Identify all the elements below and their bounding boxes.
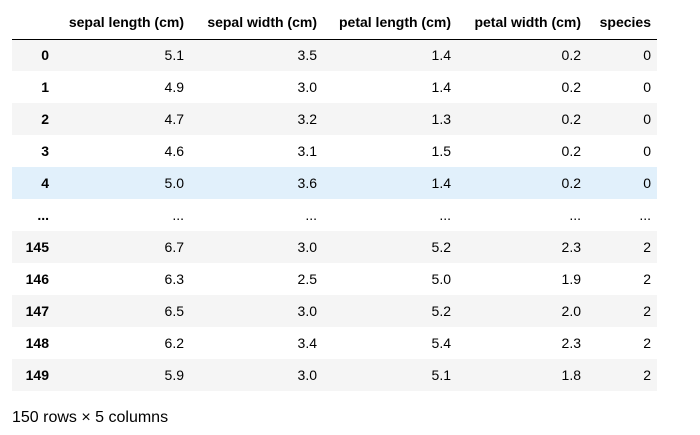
row-index: 145: [25, 239, 49, 255]
table-row: 146 6.3 2.5 5.0 1.9 2: [12, 263, 657, 295]
table-row: 149 5.9 3.0 5.1 1.8 2: [12, 359, 657, 391]
table-row: 147 6.5 3.0 5.2 2.0 2: [12, 295, 657, 327]
table-cell: 1.4: [431, 47, 451, 64]
table-cell: 4.7: [164, 111, 184, 127]
row-index: 146: [25, 271, 49, 287]
table-cell: 5.1: [164, 47, 184, 64]
table-row: 4 5.0 3.6 1.4 0.2 0: [12, 167, 657, 199]
column-header: sepal width (cm): [190, 6, 323, 40]
table-cell: 2: [643, 239, 651, 255]
row-index: 3: [41, 143, 49, 159]
table-cell: 1.8: [561, 367, 581, 383]
table-row: 3 4.6 3.1 1.5 0.2 0: [12, 135, 657, 167]
table-cell: 4.9: [164, 79, 184, 95]
table-cell: 2: [643, 303, 651, 319]
table-cell: 4.6: [164, 143, 184, 159]
table-row: 1 4.9 3.0 1.4 0.2 0: [12, 71, 657, 103]
dataframe-table: sepal length (cm) sepal width (cm) petal l…: [12, 6, 657, 391]
table-cell: 2.3: [561, 239, 581, 255]
table-cell: ...: [172, 207, 184, 223]
table-cell: 2: [643, 271, 651, 287]
table-cell: 3.0: [297, 79, 317, 95]
table-cell: 1.5: [431, 143, 451, 159]
table-cell: 5.2: [431, 303, 451, 319]
table-cell: 0.2: [561, 79, 581, 95]
table-cell: 0.2: [561, 111, 581, 127]
row-index: 4: [41, 175, 49, 191]
table-cell: 5.1: [431, 367, 451, 383]
row-index: ...: [37, 207, 49, 223]
table-row: ..................: [12, 199, 657, 231]
table-cell: 2: [643, 335, 651, 351]
table-cell: 2.5: [297, 271, 317, 287]
column-header: species: [587, 6, 657, 40]
row-index: 149: [25, 367, 49, 383]
row-index: 1: [41, 79, 49, 95]
table-cell: ...: [569, 207, 581, 223]
table-cell: 3.0: [297, 303, 317, 319]
table-cell: 3.2: [297, 111, 317, 127]
table-cell: 5.2: [431, 239, 451, 255]
table-cell: 0: [643, 143, 651, 159]
table-cell: ...: [639, 207, 651, 223]
row-index: 147: [25, 303, 49, 319]
table-row: 2 4.7 3.2 1.3 0.2 0: [12, 103, 657, 135]
shape-footer: 150 rows × 5 columns: [12, 409, 169, 426]
row-index: 0: [41, 47, 49, 64]
table-cell: 1.3: [431, 111, 451, 127]
table-cell: 0.2: [561, 47, 581, 64]
table-cell: 2.0: [561, 303, 581, 319]
table-cell: ...: [305, 207, 317, 223]
table-cell: 3.1: [297, 143, 317, 159]
table-cell: 0: [643, 47, 651, 64]
table-cell: 2.3: [561, 335, 581, 351]
table-cell: 6.2: [164, 335, 184, 351]
table-cell: 0: [643, 111, 651, 127]
table-cell: 6.7: [164, 239, 184, 255]
table-cell: 0: [643, 79, 651, 95]
table-cell: 3.0: [297, 239, 317, 255]
table-cell: 6.5: [164, 303, 184, 319]
table-cell: 5.0: [164, 175, 184, 191]
table-cell: 1.4: [431, 175, 451, 191]
table-cell: ...: [439, 207, 451, 223]
table-cell: 5.0: [431, 271, 451, 287]
table-cell: 1.4: [431, 79, 451, 95]
table-row: 148 6.2 3.4 5.4 2.3 2: [12, 327, 657, 359]
table-cell: 2: [643, 367, 651, 383]
table-row: 145 6.7 3.0 5.2 2.3 2: [12, 231, 657, 263]
row-index: 2: [41, 111, 49, 127]
table-cell: 3.5: [297, 47, 317, 64]
index-header: [12, 6, 55, 40]
table-cell: 1.9: [561, 271, 581, 287]
table-row: 0 5.1 3.5 1.4 0.2 0: [12, 39, 657, 71]
column-header: petal width (cm): [457, 6, 587, 40]
header-row: sepal length (cm) sepal width (cm) petal l…: [12, 6, 657, 40]
table-cell: 6.3: [164, 271, 184, 287]
table-cell: 0: [643, 175, 651, 191]
table-cell: 0.2: [561, 143, 581, 159]
table-cell: 3.0: [297, 367, 317, 383]
table-cell: 0.2: [561, 175, 581, 191]
row-index: 148: [25, 335, 49, 351]
column-header: sepal length (cm): [55, 6, 190, 40]
table-cell: 5.4: [431, 335, 451, 351]
table-cell: 5.9: [164, 367, 184, 383]
column-header: petal length (cm): [323, 6, 457, 40]
table-cell: 3.4: [297, 335, 317, 351]
table-cell: 3.6: [297, 175, 317, 191]
